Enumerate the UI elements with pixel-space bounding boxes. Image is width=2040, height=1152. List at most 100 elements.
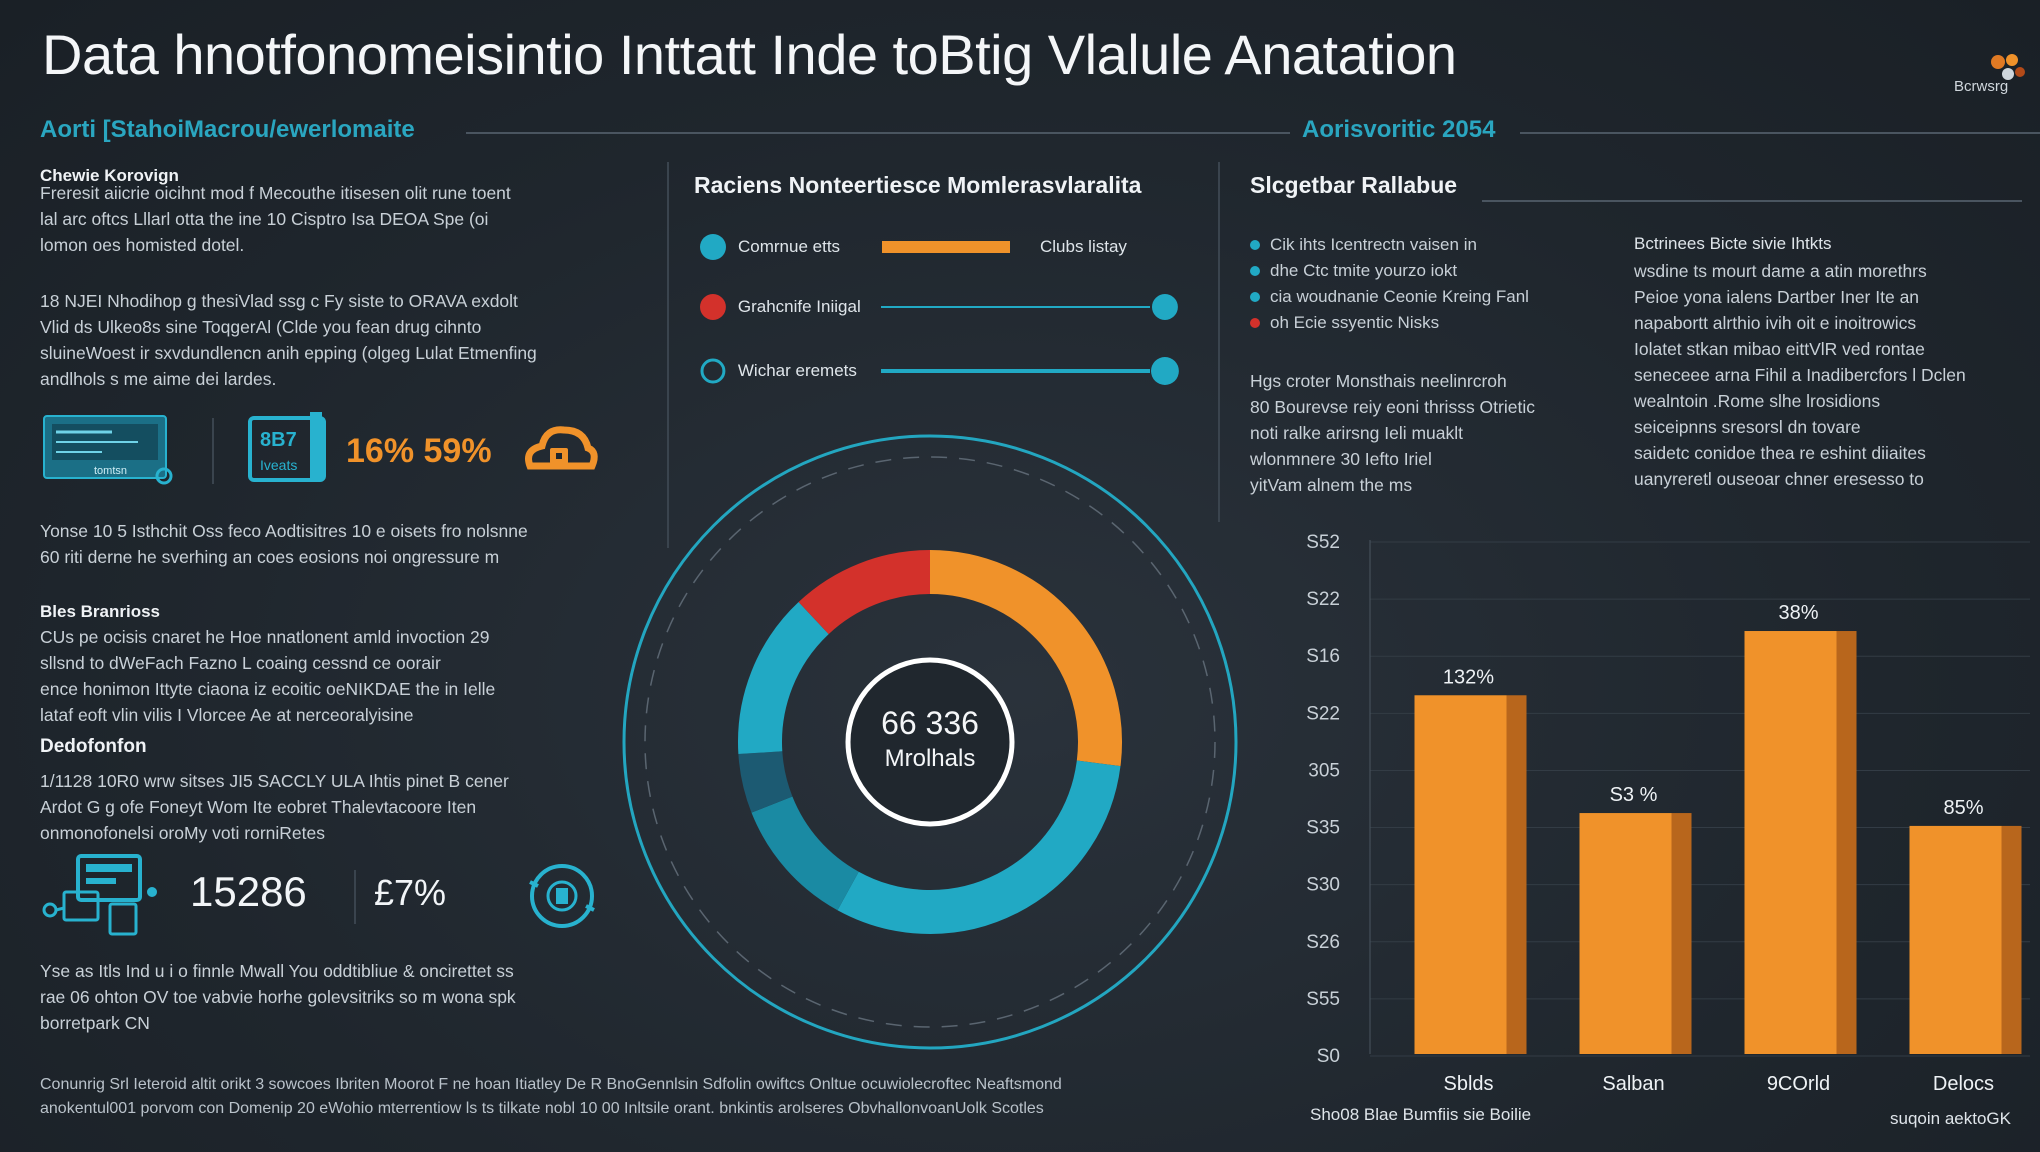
legend-row-2: Grahcnife Iniigal: [700, 292, 1180, 322]
legend-dot-red-icon: [700, 294, 726, 320]
text-line: andlhols s me aime dei lardes.: [40, 369, 277, 389]
bar: [1909, 825, 2002, 1054]
network-devices-icon: [42, 854, 157, 936]
right-title: Slcgetbar Rallabue: [1250, 172, 1458, 198]
footer-line-1: Conunrig Srl Ieteroid altit orikt 3 sowc…: [40, 1076, 1062, 1093]
stat-count: 15286: [190, 868, 307, 915]
logo-text: Bcrwsrg: [1954, 78, 2009, 95]
y-tick-label: S0: [1317, 1046, 1340, 1067]
legend-bar-orange: [882, 241, 1010, 253]
legend-ring-teal-icon: [700, 358, 726, 384]
donut-center-label: Mrolhals: [885, 745, 976, 772]
text-line: 80 Bourevse reiy eoni thrisss Otrietic: [1250, 397, 1535, 417]
bar: [1414, 695, 1507, 1054]
left-paragraph-5: 1/1128 10R0 wrw sitses JI5 SACCLY ULA Ih…: [40, 768, 660, 846]
text-line: Iolatet stkan mibao eittVlR ved rontae: [1634, 339, 1925, 359]
text-line: noti ralke arirsng Ieli muaklt: [1250, 423, 1463, 443]
column-divider-right: [1218, 162, 1220, 522]
header-divider-right: [1520, 132, 2040, 134]
legend-row-1: Comrnue etts Clubs listay: [700, 232, 1180, 262]
left-paragraph-6: Yse as Itls Ind u i o finnle Mwall You o…: [40, 958, 660, 1036]
bullet-dot-icon: [1250, 318, 1260, 328]
footer-line-2: anokentul001 porvom con Domenip 20 eWohi…: [40, 1100, 1044, 1117]
text-line: Ardot G g ofe Foneyt Wom Ite eobret Thal…: [40, 797, 477, 817]
bar-chart-xlabel: Sho08 Blae Bumfiis sie Boilie: [1310, 1105, 1531, 1124]
donut-center-value: 66 336: [881, 705, 979, 741]
bar: [1744, 631, 1837, 1054]
right-sub-heading: Bctrinees Bicte sivie Ihtkts: [1634, 234, 1832, 253]
list-item: cia woudnanie Ceonie Kreing Fanl: [1250, 284, 1529, 310]
device-icon: 8B7 Iveats: [248, 412, 326, 482]
donut-slice: [929, 550, 1122, 767]
right-paragraph-2: wsdine ts mourt dame a atin morethrs Pei…: [1634, 258, 2034, 492]
section-subtitle-right: Aorisvoritic 2054: [1302, 116, 1496, 143]
y-tick-label: S30: [1306, 875, 1340, 896]
text-line: seiceipnns sresorsl dn tovare: [1634, 417, 1861, 437]
y-tick-label: S52: [1306, 532, 1340, 553]
text-line: 60 riti derne he sverhing an coes eosion…: [40, 547, 500, 567]
y-tick-label: S26: [1306, 932, 1340, 953]
bar-data-label: 38%: [1778, 602, 1818, 624]
bullet-text: cia woudnanie Ceonie Kreing Fanl: [1270, 287, 1529, 306]
legend-end-label: Clubs listay: [1040, 237, 1127, 256]
text-line: Vlid ds Ulkeo8s sine ToqgerAl (Clde you …: [40, 317, 482, 337]
middle-title: Raciens Nonteertiesce Momlerasvlaralita: [694, 172, 1142, 198]
list-item: oh Ecie ssyentic Nisks: [1250, 310, 1529, 336]
text-line: rae 06 ohton OV toe vabvie horhe golevsi…: [40, 987, 516, 1007]
bar-side: [2001, 825, 2022, 1054]
gear-circle-icon: [529, 864, 595, 928]
legend-row-3: Wichar eremets: [700, 356, 1180, 386]
legend-label: Wichar eremets: [737, 361, 857, 380]
legend-dot-teal-icon: [700, 234, 726, 260]
right-title-rule: [1482, 200, 2022, 202]
y-tick-label: S22: [1306, 589, 1340, 610]
donut-chart: 66 336 Mrolhals: [622, 434, 1238, 1050]
text-line: onmonofonelsi oroMy voti rorniRetes: [40, 823, 325, 843]
stat-percent: £7%: [374, 872, 447, 913]
text-line: Yonse 10 5 Isthchit Oss feco Aodtisitres…: [40, 521, 528, 541]
bar-side: [1836, 631, 1857, 1054]
donut-slice: [837, 760, 1121, 934]
text-line: yitVam alnem the ms: [1250, 475, 1413, 495]
text-line: wealntoin .Rome slhe lrosidions: [1634, 391, 1881, 411]
left-paragraph-3: Yonse 10 5 Isthchit Oss feco Aodtisitres…: [40, 518, 660, 570]
donut-slice: [738, 602, 830, 755]
bar-chart: S52 S22 S16 S22 305 S35 S30 S26 S55 S0 132% S3 % 38…: [1306, 532, 2030, 1128]
column-divider-left: [667, 162, 669, 548]
device-label-top: 8B7: [260, 429, 297, 451]
bar-side: [1506, 695, 1527, 1054]
bullet-list: Cik ihts Icentrectn vaisen in dhe Ctc tm…: [1250, 232, 1529, 336]
text-line: napabortt alrthio ivih oit e inoitrowics: [1634, 313, 1917, 333]
text-line: Hgs croter Monsthais neelinrcroh: [1250, 371, 1507, 391]
legend-label: Grahcnife Iniigal: [737, 297, 861, 316]
text-line: Freresit aiicrie oicihnt mod f Mecouthe …: [40, 183, 511, 203]
donut-slice: [751, 795, 860, 911]
donut-dashed-ring: [644, 456, 1216, 1028]
text-line: wlonmnere 30 Iefto Iriel: [1250, 449, 1432, 469]
text-line: 1/1128 10R0 wrw sitses JI5 SACCLY ULA Ih…: [40, 771, 509, 791]
text-line: borretpark CN: [40, 1013, 150, 1033]
bullet-text: Cik ihts Icentrectn vaisen in: [1270, 235, 1477, 254]
legend-label: Comrnue etts: [738, 237, 841, 256]
left-paragraph-4: CUs pe ocisis cnaret he Hoe nnatlonent a…: [40, 624, 660, 728]
device-label-bottom: Iveats: [260, 457, 297, 473]
text-line: uanyreretl ouseoar chner eresesso to: [1634, 469, 1924, 489]
y-tick-label: S35: [1306, 818, 1340, 839]
text-line: sluineWoest ir sxvdundlencn anih epping …: [40, 343, 537, 363]
left-heading-2: Bles Branrioss: [40, 602, 160, 621]
bar-data-label: 132%: [1443, 666, 1494, 688]
legend-line: [881, 306, 1151, 308]
text-line: wsdine ts mourt dame a atin morethrs: [1634, 261, 1927, 281]
text-line: lomon oes homisted dotel.: [40, 235, 245, 255]
donut-outer-ring: [622, 434, 1238, 1050]
text-line: lal arc oftcs Lllarl otta the ine 10 Cis…: [40, 209, 489, 229]
bullet-dot-icon: [1250, 292, 1260, 302]
bar-chart-corner-note: suqoin aektoGK: [1890, 1109, 2012, 1128]
bullet-dot-icon: [1250, 240, 1260, 250]
bullet-text: oh Ecie ssyentic Nisks: [1270, 313, 1440, 332]
y-tick-label: S16: [1306, 646, 1340, 667]
right-paragraph-1: Hgs croter Monsthais neelinrcroh 80 Bour…: [1250, 368, 1630, 498]
list-item: dhe Ctc tmite yourzo iokt: [1250, 258, 1529, 284]
text-line: saidetc conidoe thea re eshint diiaites: [1634, 443, 1926, 463]
text-line: Peioe yona ialens Dartber Iner Ite an: [1634, 287, 1920, 307]
